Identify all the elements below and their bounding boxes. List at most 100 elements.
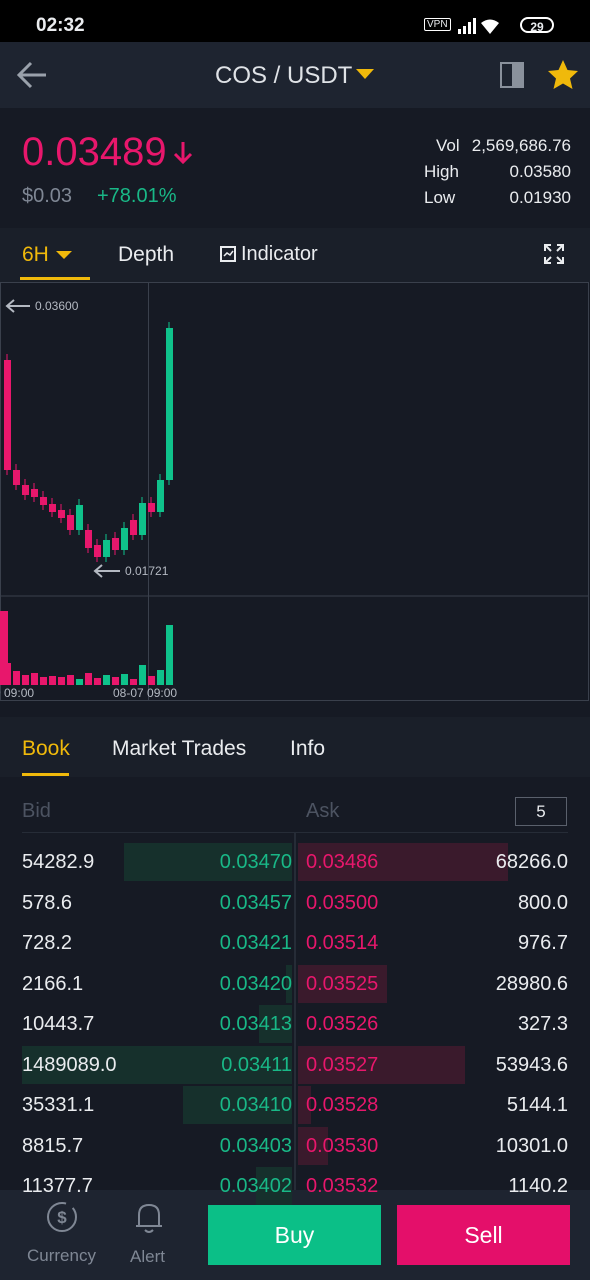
ask-header: Ask xyxy=(306,800,340,822)
ask-depth-bar xyxy=(298,1086,311,1124)
currency-icon[interactable]: $ xyxy=(45,1200,79,1234)
bid-price: 0.03411 xyxy=(221,1053,292,1076)
stat-value: 0.01930 xyxy=(509,188,571,207)
volume-bar xyxy=(157,670,164,685)
ask-quantity: 53943.6 xyxy=(495,1053,568,1076)
bid-quantity: 728.2 xyxy=(22,932,73,954)
high-arrow xyxy=(5,299,30,313)
stat-value: 2,569,686.76 xyxy=(471,136,571,155)
volume-bar xyxy=(58,677,65,685)
ask-price: 0.03486 xyxy=(306,851,379,873)
ask-price: 0.03526 xyxy=(306,1013,379,1035)
battery: 29 xyxy=(520,17,554,34)
tab-indicator[interactable]: Indicator xyxy=(241,243,318,265)
high-marker: 0.03600 xyxy=(35,299,79,313)
bid-quantity: 54282.9 xyxy=(22,851,95,873)
ask-price: 0.03532 xyxy=(306,1175,379,1197)
header xyxy=(0,42,590,108)
buy-button[interactable]: Buy xyxy=(208,1205,381,1265)
alert-icon[interactable] xyxy=(132,1200,166,1236)
tab-underline xyxy=(22,773,69,776)
stat-label: Low xyxy=(424,188,456,207)
clock: 02:32 xyxy=(36,15,85,36)
volume-bar xyxy=(103,675,110,685)
bid-price: 0.03420 xyxy=(219,972,292,995)
ask-price: 0.03527 xyxy=(306,1053,379,1076)
volume-bar xyxy=(13,671,20,685)
bid-price: 0.03457 xyxy=(219,891,292,914)
volume-bar xyxy=(76,679,83,685)
divider xyxy=(294,832,296,1192)
volume-bar xyxy=(85,673,92,685)
fullscreen-button[interactable] xyxy=(543,243,565,265)
bid-quantity: 11377.7 xyxy=(22,1175,93,1197)
favorite-star[interactable] xyxy=(546,58,580,92)
ask-quantity: 10301.0 xyxy=(495,1134,568,1157)
down-arrow xyxy=(173,142,193,165)
bid-depth-bar xyxy=(183,1086,292,1124)
bid-quantity: 2166.1 xyxy=(22,972,84,995)
ask-quantity: 5144.1 xyxy=(506,1094,568,1116)
bid-price: 0.03402 xyxy=(219,1175,292,1197)
nav-alert[interactable]: Alert xyxy=(130,1247,165,1266)
indicator-icon[interactable] xyxy=(219,245,237,263)
volume-bar xyxy=(166,625,173,685)
volume-bar xyxy=(130,679,137,685)
volume-bar xyxy=(4,663,11,685)
volume-bar xyxy=(67,675,74,685)
tab-interval[interactable]: 6H xyxy=(22,243,49,266)
stat-value: 0.03580 xyxy=(509,162,571,181)
volume-bar xyxy=(139,665,146,685)
ask-price: 0.03514 xyxy=(306,932,379,954)
bid-price: 0.03410 xyxy=(219,1094,292,1116)
bid-depth-bar xyxy=(256,1167,292,1205)
bid-price: 0.03413 xyxy=(219,1013,292,1035)
bid-depth-bar xyxy=(259,1005,292,1043)
ask-quantity: 800.0 xyxy=(517,891,568,914)
bid-quantity: 8815.7 xyxy=(22,1134,84,1157)
pair-title[interactable]: COS / USDT xyxy=(215,62,353,89)
volume-bar xyxy=(22,675,29,685)
sell-button[interactable]: Sell xyxy=(397,1205,570,1265)
stat-label: High xyxy=(424,162,459,181)
candlestick-chart[interactable]: 0.03600 0.01721 9 09:00 08-07 09:00 xyxy=(0,282,590,702)
ask-depth-bar xyxy=(298,1126,328,1165)
time-label: 9 09:00 xyxy=(0,686,34,700)
tab-market-trades[interactable]: Market Trades xyxy=(112,737,247,760)
tab-depth[interactable]: Depth xyxy=(118,243,175,266)
bid-price: 0.03421 xyxy=(219,932,292,954)
bid-depth-bar xyxy=(22,1045,292,1084)
ask-price: 0.03528 xyxy=(306,1094,379,1116)
volume-bar xyxy=(148,676,155,685)
pair-dropdown[interactable] xyxy=(355,68,375,80)
ask-quantity: 28980.6 xyxy=(495,972,568,995)
price-usd: $0.03 xyxy=(22,185,73,207)
tab-underline xyxy=(20,277,90,280)
bid-quantity: 10443.7 xyxy=(22,1013,95,1035)
book-tabs xyxy=(0,717,590,777)
bid-quantity: 35331.1 xyxy=(22,1094,95,1116)
nav-currency[interactable]: Currency xyxy=(27,1246,96,1265)
volume-bar xyxy=(112,677,119,685)
chart-tabs xyxy=(0,228,590,282)
low-arrow xyxy=(93,564,120,578)
layout-icon[interactable] xyxy=(499,60,527,90)
ask-quantity: 1140.2 xyxy=(508,1175,568,1197)
bid-header: Bid xyxy=(22,800,51,822)
bid-quantity: 1489089.0 xyxy=(22,1053,117,1076)
ask-quantity: 327.3 xyxy=(517,1013,568,1035)
ask-depth-bar xyxy=(298,1045,465,1084)
ask-depth-bar xyxy=(298,843,508,881)
back-button[interactable] xyxy=(14,58,50,92)
volume-bar xyxy=(40,677,47,685)
change-percent: +78.01% xyxy=(97,185,177,207)
last-price: 0.03489 xyxy=(22,130,167,174)
depth-selector[interactable]: 5 xyxy=(515,797,567,826)
bid-depth-bar xyxy=(286,964,292,1003)
bid-depth-bar xyxy=(124,843,292,881)
tab-info[interactable]: Info xyxy=(290,737,326,760)
interval-dropdown[interactable] xyxy=(55,250,73,260)
svg-text:$: $ xyxy=(57,1208,67,1227)
tab-book[interactable]: Book xyxy=(22,737,70,760)
